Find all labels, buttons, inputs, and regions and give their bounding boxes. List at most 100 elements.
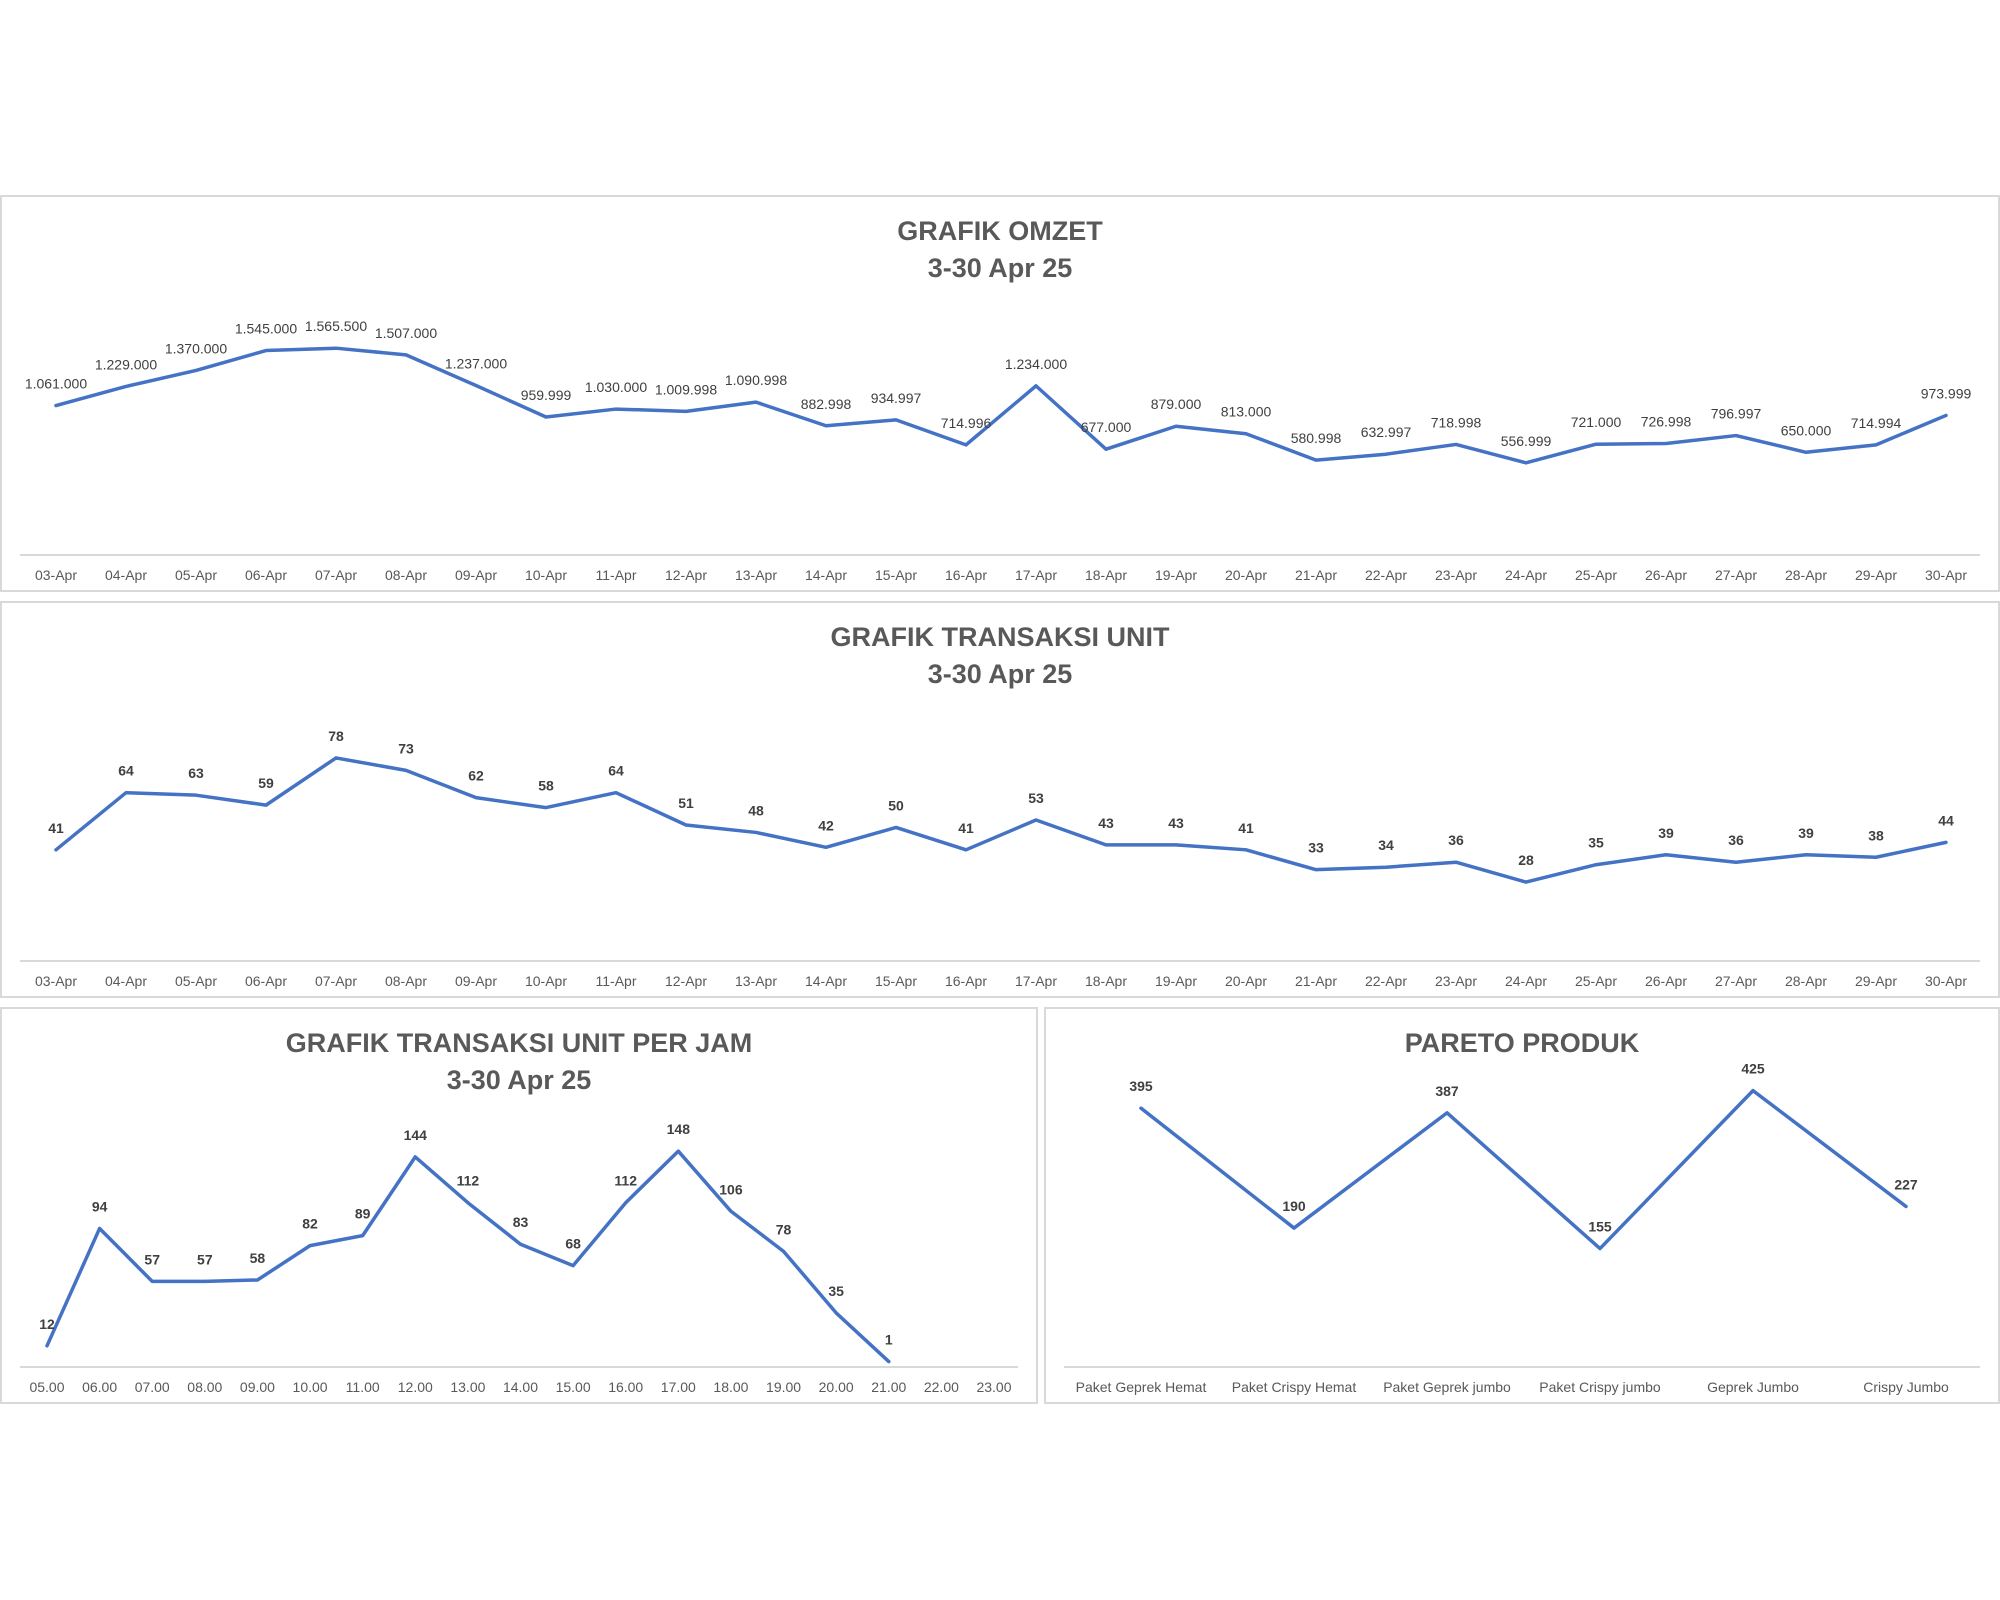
data-label: 82 (302, 1216, 318, 1232)
x-tick-label: 28-Apr (1785, 973, 1827, 989)
data-label: 1.507.000 (375, 325, 437, 341)
data-label: 882.998 (801, 396, 852, 412)
x-tick-label: Paket Geprek jumbo (1383, 1379, 1511, 1395)
data-point (45, 1344, 49, 1348)
x-tick-label: 21-Apr (1295, 567, 1337, 583)
data-point (264, 349, 268, 353)
x-tick-label: 19-Apr (1155, 973, 1197, 989)
data-label: 44 (1938, 812, 1954, 828)
x-tick-label: 05-Apr (175, 973, 217, 989)
data-label: 1.545.000 (235, 321, 297, 337)
x-tick-label: 07-Apr (315, 567, 357, 583)
line-chart-omzet: 03-Apr 04-Apr 05-Apr 06-Apr 07-Apr 08-Apr 09-A… (20, 318, 1980, 583)
chart-title: GRAFIK TRANSAKSI UNIT PER JAM (285, 1028, 753, 1058)
chart-title: GRAFIK TRANSAKSI UNIT (830, 622, 1170, 652)
data-label: 36 (1728, 832, 1744, 848)
x-tick-label: Crispy Jumbo (1863, 1379, 1949, 1395)
chart-title: GRAFIK OMZET (897, 216, 1103, 246)
x-tick-label: 16-Apr (945, 567, 987, 583)
data-point (474, 384, 478, 388)
data-point (571, 1264, 575, 1268)
x-tick-label: 26-Apr (1645, 973, 1687, 989)
x-tick-label: 05-Apr (175, 567, 217, 583)
data-label: 714.994 (1851, 415, 1902, 431)
data-label: 796.997 (1711, 406, 1762, 422)
data-label: 41 (958, 820, 974, 836)
data-point (544, 806, 548, 810)
x-tick-label: 26-Apr (1645, 567, 1687, 583)
series-line (54, 346, 1948, 465)
chart-panel-omzet: GRAFIK OMZET 3-30 Apr 25 03-Apr 04-Apr 05-… (0, 195, 2000, 592)
line-chart-transaksi-unit: 03-Apr 04-Apr 05-Apr 06-Apr 07-Apr 08-Apr 09-A… (20, 728, 1980, 989)
data-point (887, 1360, 891, 1364)
data-label: 973.999 (1921, 385, 1972, 401)
data-label: 726.998 (1641, 414, 1692, 430)
x-tick-label: 14-Apr (805, 973, 847, 989)
x-tick-label: 25-Apr (1575, 567, 1617, 583)
data-label: 64 (608, 763, 624, 779)
data-label: 28 (1518, 852, 1534, 868)
data-point (1804, 450, 1808, 454)
data-point (1244, 848, 1248, 852)
data-point (684, 409, 688, 413)
data-label: 1.061.000 (25, 376, 87, 392)
data-point (1384, 452, 1388, 456)
chart-title: PARETO PRODUK (1404, 1028, 1640, 1058)
x-tick-label: 24-Apr (1505, 973, 1547, 989)
data-point (124, 384, 128, 388)
x-tick-label: 12-Apr (665, 973, 707, 989)
x-tick-label: 27-Apr (1715, 567, 1757, 583)
data-point (1594, 442, 1598, 446)
chart-title-pareto-produk: PARETO PRODUK (1046, 1025, 1998, 1062)
data-point (1874, 443, 1878, 447)
data-point (308, 1244, 312, 1248)
x-tick-label: 08-Apr (385, 567, 427, 583)
data-point (124, 791, 128, 795)
x-tick-label: Geprek Jumbo (1707, 1379, 1799, 1395)
data-point (894, 418, 898, 422)
data-point (1454, 860, 1458, 864)
data-label: 51 (678, 795, 694, 811)
data-label: 35 (1588, 835, 1604, 851)
data-point (1034, 384, 1038, 388)
x-tick-label: 18.00 (713, 1379, 748, 1395)
data-label: 36 (1448, 832, 1464, 848)
data-label: 632.997 (1361, 424, 1412, 440)
data-point (1244, 432, 1248, 436)
data-point (1664, 853, 1668, 857)
data-label: 718.998 (1431, 414, 1482, 430)
line-chart-transaksi-per-jam: 05.00 06.00 07.00 08.00 09.00 10.00 11.00 12.00… (20, 1121, 1018, 1395)
chart-title-transaksi-unit: GRAFIK TRANSAKSI UNIT 3-30 Apr 25 (2, 619, 1998, 693)
x-tick-label: 21-Apr (1295, 973, 1337, 989)
data-point (1384, 865, 1388, 869)
x-tick-label: 23-Apr (1435, 567, 1477, 583)
data-label: 1 (885, 1332, 893, 1348)
data-point (194, 793, 198, 797)
data-point (1034, 818, 1038, 822)
data-label: 395 (1129, 1078, 1153, 1094)
data-label: 94 (92, 1198, 108, 1214)
x-tick-label: 29-Apr (1855, 973, 1897, 989)
data-label: 721.000 (1571, 414, 1622, 430)
data-label: 227 (1894, 1176, 1918, 1192)
data-label: 1.229.000 (95, 356, 157, 372)
data-label: 1.370.000 (165, 340, 227, 356)
data-label: 53 (1028, 790, 1044, 806)
data-point (474, 796, 478, 800)
x-tick-label: 17-Apr (1015, 973, 1057, 989)
chart-subtitle: 3-30 Apr 25 (446, 1065, 592, 1095)
data-label: 57 (144, 1251, 160, 1267)
chart-title-transaksi-per-jam: GRAFIK TRANSAKSI UNIT PER JAM 3-30 Apr 2… (2, 1025, 1036, 1099)
x-tick-label: 10.00 (293, 1379, 328, 1395)
data-label: 64 (118, 763, 134, 779)
data-label: 58 (538, 778, 554, 794)
series-line (1139, 1088, 1908, 1251)
data-label: 1.237.000 (445, 356, 507, 372)
data-label: 12 (39, 1316, 55, 1332)
data-label: 387 (1435, 1083, 1459, 1099)
x-tick-label: 18-Apr (1085, 973, 1127, 989)
data-point (1524, 880, 1528, 884)
data-point (824, 845, 828, 849)
x-tick-label: 09-Apr (455, 973, 497, 989)
x-tick-label: Paket Geprek Hemat (1076, 1379, 1207, 1395)
